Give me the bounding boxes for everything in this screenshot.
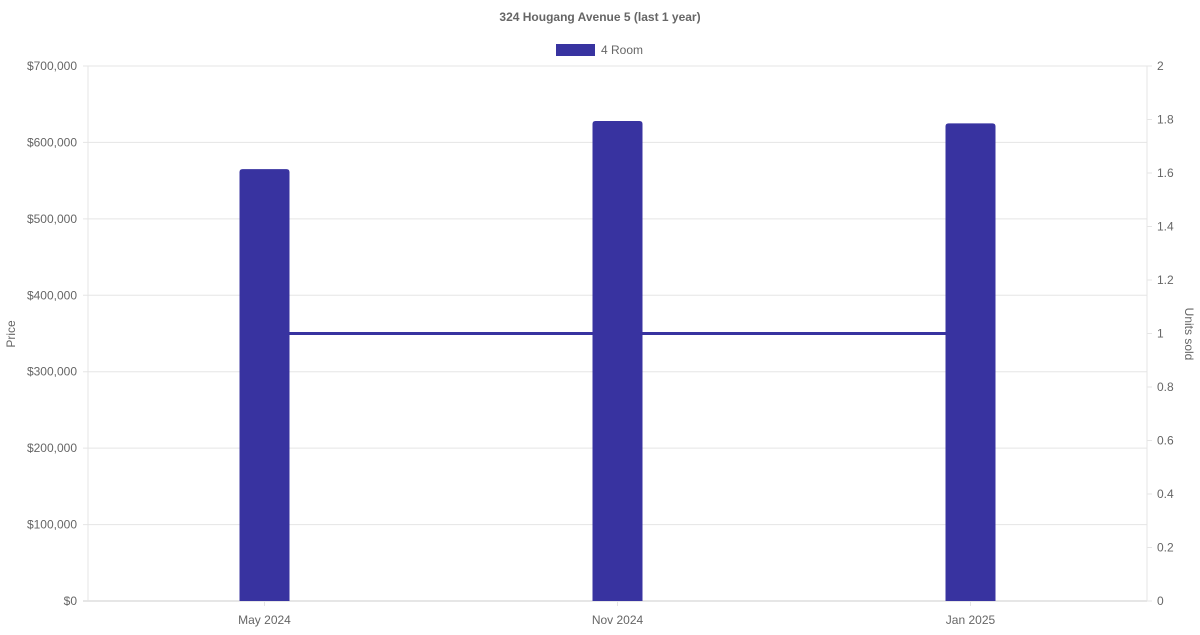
legend-swatch [556, 44, 595, 56]
x-tick-label: Nov 2024 [592, 613, 644, 627]
bar [945, 123, 996, 602]
x-tick-label: Jan 2025 [946, 613, 996, 627]
y2-tick-label: 1.2 [1157, 273, 1174, 287]
bar [239, 169, 290, 601]
x-tick-label: May 2024 [238, 613, 291, 627]
y-axis-label: Price [4, 320, 18, 348]
y-tick-label: $300,000 [27, 365, 77, 379]
y2-tick-label: 0 [1157, 594, 1164, 608]
y2-tick-label: 0.2 [1157, 541, 1174, 555]
y-tick-label: $200,000 [27, 441, 77, 455]
y-tick-label: $0 [64, 594, 78, 608]
y-tick-label: $500,000 [27, 212, 77, 226]
y2-tick-label: 0.6 [1157, 434, 1174, 448]
y-tick-label: $400,000 [27, 288, 77, 302]
y-tick-label: $700,000 [27, 59, 77, 73]
chart-title: 324 Hougang Avenue 5 (last 1 year) [499, 10, 700, 24]
legend[interactable]: 4 Room [556, 43, 643, 57]
legend-label: 4 Room [601, 43, 643, 57]
y2-tick-label: 1 [1157, 327, 1164, 341]
y2-tick-label: 1.6 [1157, 166, 1174, 180]
bar [592, 121, 643, 602]
y2-tick-label: 2 [1157, 59, 1164, 73]
y-tick-label: $100,000 [27, 518, 77, 532]
y2-tick-label: 1.4 [1157, 220, 1174, 234]
y-tick-label: $600,000 [27, 135, 77, 149]
y2-tick-label: 1.8 [1157, 113, 1174, 127]
y2-tick-label: 0.8 [1157, 380, 1174, 394]
y2-axis-label: Units sold [1182, 308, 1196, 361]
y2-tick-label: 0.4 [1157, 487, 1174, 501]
